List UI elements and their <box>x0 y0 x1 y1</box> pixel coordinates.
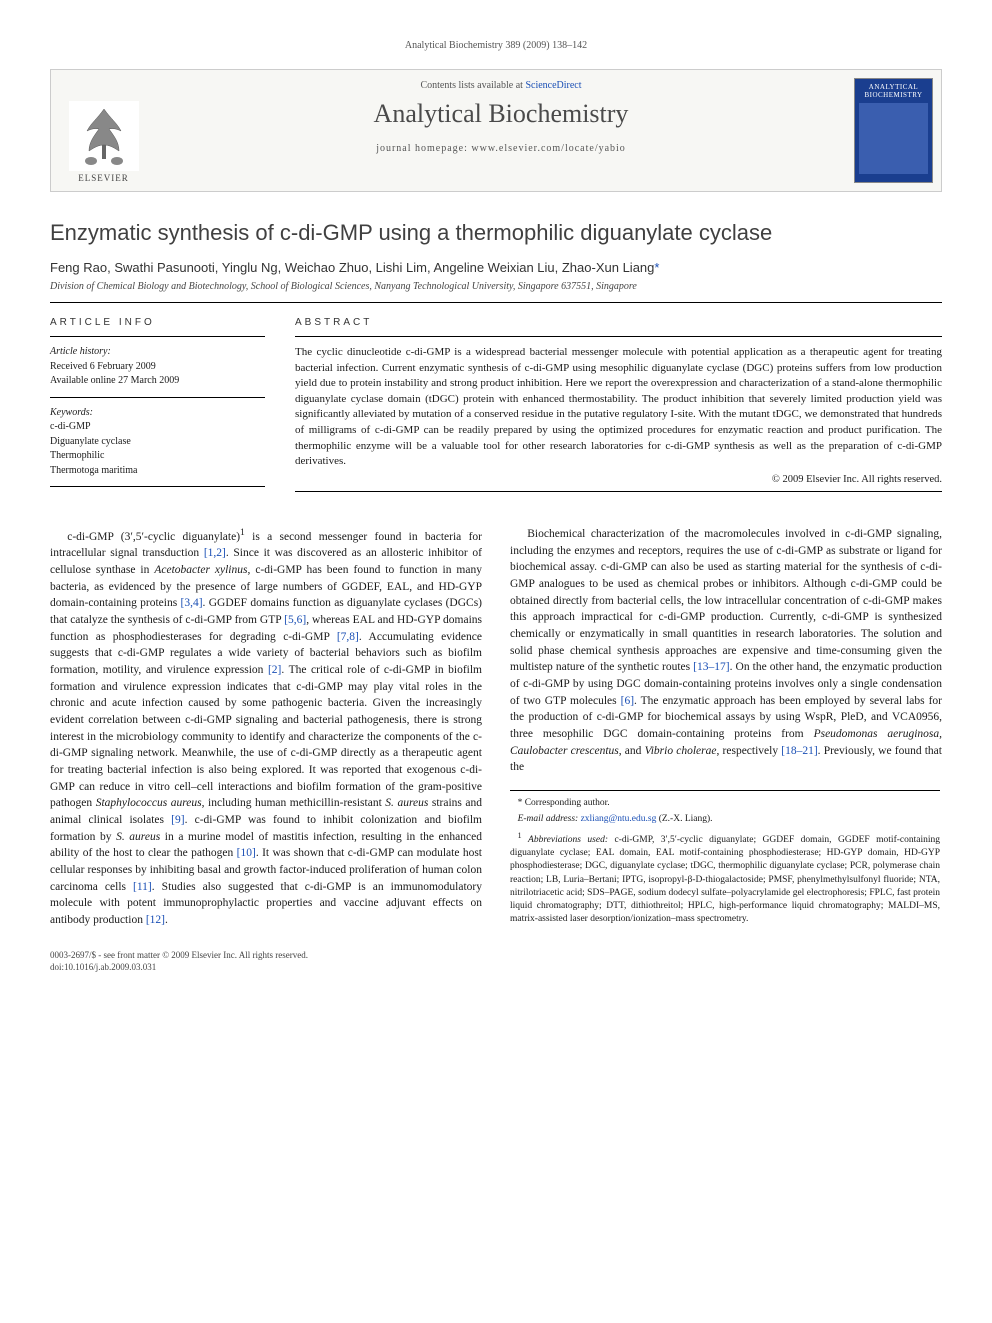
front-matter-line: 0003-2697/$ - see front matter © 2009 El… <box>50 949 942 961</box>
citation-link[interactable]: [13–17] <box>693 661 729 673</box>
corresponding-mark: * <box>654 260 659 275</box>
doi-line: doi:10.1016/j.ab.2009.03.031 <box>50 961 942 973</box>
body-para-2: Biochemical characterization of the macr… <box>510 526 942 776</box>
citation-link[interactable]: [6] <box>621 695 634 707</box>
abstract-text: The cyclic dinucleotide c-di-GMP is a wi… <box>295 336 942 470</box>
abstract-heading: ABSTRACT <box>295 317 942 328</box>
author-names: Feng Rao, Swathi Pasunooti, Yinglu Ng, W… <box>50 260 654 275</box>
article-info-heading: ARTICLE INFO <box>50 317 265 328</box>
email-label: E-mail address: <box>518 814 579 824</box>
abbreviations-note: 1 Abbreviations used: c-di-GMP, 3′,5′-cy… <box>510 830 940 927</box>
keywords-block: Keywords: c-di-GMP Diguanylate cyclase T… <box>50 397 265 488</box>
journal-homepage: journal homepage: www.elsevier.com/locat… <box>156 143 846 154</box>
cover-label: ANALYTICAL BIOCHEMISTRY <box>857 83 930 99</box>
sciencedirect-link[interactable]: ScienceDirect <box>525 80 581 91</box>
abbr-label: Abbreviations used: <box>528 835 608 845</box>
keyword: c-di-GMP <box>50 420 265 435</box>
citation-link[interactable]: [7,8] <box>337 631 359 643</box>
email-person: (Z.-X. Liang). <box>659 814 713 824</box>
email-note: E-mail address: zxliang@ntu.edu.sg (Z.-X… <box>510 813 940 826</box>
elsevier-tree-icon <box>69 101 139 171</box>
page: Analytical Biochemistry 389 (2009) 138–1… <box>0 0 992 1014</box>
rule-top <box>50 302 942 303</box>
publisher-name: ELSEVIER <box>78 173 129 183</box>
citation-link[interactable]: [10] <box>237 847 256 859</box>
citation-link[interactable]: [12] <box>146 914 165 926</box>
citation-link[interactable]: [2] <box>268 664 281 676</box>
contents-available: Contents lists available at ScienceDirec… <box>156 80 846 91</box>
abstract: ABSTRACT The cyclic dinucleotide c-di-GM… <box>295 317 942 498</box>
keywords-label: Keywords: <box>50 406 265 421</box>
keyword: Diguanylate cyclase <box>50 435 265 450</box>
info-abstract-row: ARTICLE INFO Article history: Received 6… <box>50 317 942 498</box>
cover-image-placeholder <box>859 103 928 174</box>
received-date: Received 6 February 2009 <box>50 360 265 375</box>
author-list: Feng Rao, Swathi Pasunooti, Yinglu Ng, W… <box>50 260 942 275</box>
publisher-logo-area: ELSEVIER <box>51 70 156 191</box>
citation-link[interactable]: [1,2] <box>204 547 226 559</box>
citation-link[interactable]: [11] <box>133 881 152 893</box>
citation-link[interactable]: [5,6] <box>284 614 306 626</box>
body-para-1: c-di-GMP (3′,5′-cyclic diguanylate)1 is … <box>50 526 482 929</box>
homepage-prefix: journal homepage: <box>376 143 471 154</box>
article-history: Article history: Received 6 February 200… <box>50 336 265 397</box>
keyword: Thermotoga maritima <box>50 464 265 479</box>
article-title: Enzymatic synthesis of c-di-GMP using a … <box>50 220 942 246</box>
article-body: c-di-GMP (3′,5′-cyclic diguanylate)1 is … <box>50 526 942 929</box>
article-info: ARTICLE INFO Article history: Received 6… <box>50 317 265 498</box>
footnotes: * Corresponding author. E-mail address: … <box>510 790 940 927</box>
citation-link[interactable]: [18–21] <box>781 745 817 757</box>
online-date: Available online 27 March 2009 <box>50 374 265 389</box>
citation-link[interactable]: [3,4] <box>181 597 203 609</box>
abstract-copyright: © 2009 Elsevier Inc. All rights reserved… <box>295 474 942 485</box>
abbr-text: c-di-GMP, 3′,5′-cyclic diguanylate; GGDE… <box>510 835 940 925</box>
email-link[interactable]: zxliang@ntu.edu.sg <box>581 814 657 824</box>
abbr-sup: 1 <box>518 831 522 840</box>
journal-title: Analytical Biochemistry <box>156 99 846 129</box>
keyword: Thermophilic <box>50 449 265 464</box>
banner-center: Contents lists available at ScienceDirec… <box>156 70 846 191</box>
contents-prefix: Contents lists available at <box>420 80 525 91</box>
affiliation: Division of Chemical Biology and Biotech… <box>50 281 942 292</box>
running-header: Analytical Biochemistry 389 (2009) 138–1… <box>50 40 942 51</box>
rule-under-abstract <box>295 491 942 492</box>
journal-cover-thumb: ANALYTICAL BIOCHEMISTRY <box>854 78 933 183</box>
corresponding-author-note: * Corresponding author. <box>510 797 940 810</box>
citation-link[interactable]: [9] <box>171 814 184 826</box>
journal-banner: ELSEVIER Contents lists available at Sci… <box>50 69 942 192</box>
homepage-url: www.elsevier.com/locate/yabio <box>471 143 625 154</box>
cover-thumb-area: ANALYTICAL BIOCHEMISTRY <box>846 70 941 191</box>
elsevier-logo: ELSEVIER <box>69 101 139 183</box>
history-label: Article history: <box>50 345 265 360</box>
page-footer: 0003-2697/$ - see front matter © 2009 El… <box>50 949 942 973</box>
